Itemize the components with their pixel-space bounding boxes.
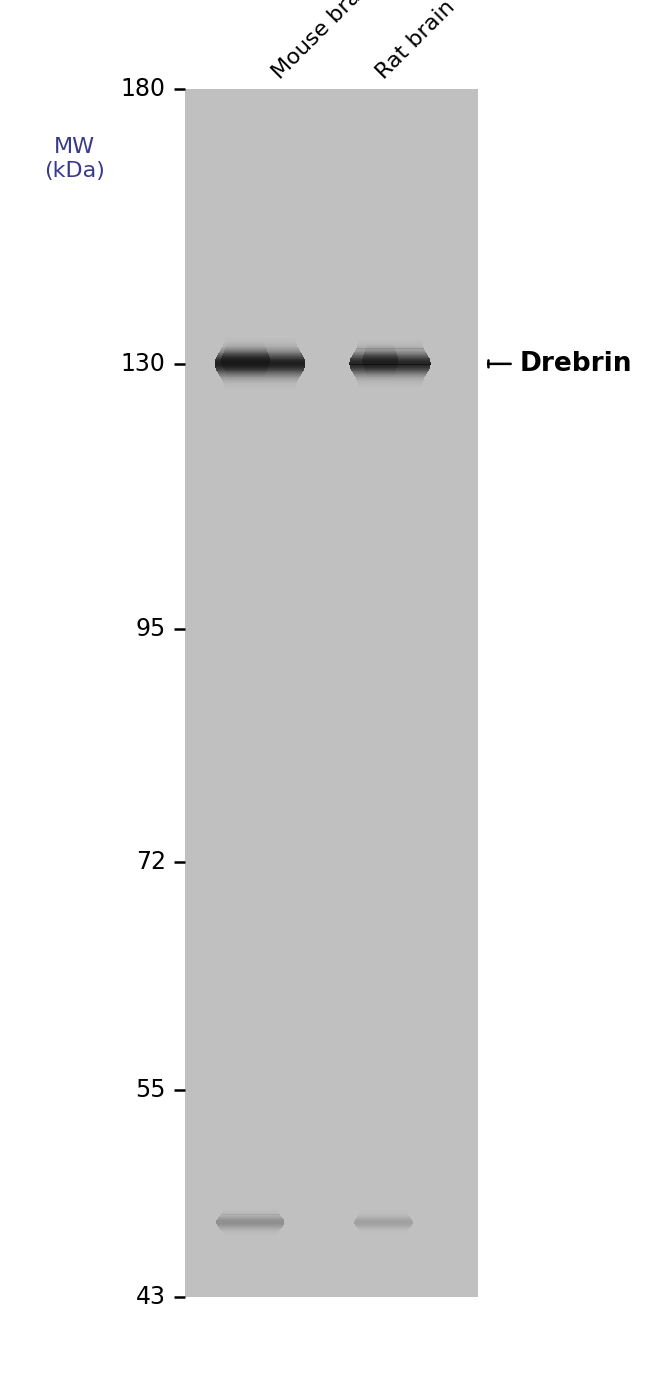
Text: 43: 43 bbox=[136, 1285, 166, 1310]
Text: 95: 95 bbox=[135, 616, 166, 641]
Bar bbox=[185, 89, 478, 1297]
Text: Rat brain: Rat brain bbox=[372, 0, 459, 82]
Text: Mouse brain: Mouse brain bbox=[268, 0, 380, 82]
Text: 55: 55 bbox=[135, 1078, 166, 1101]
Text: 72: 72 bbox=[136, 850, 166, 875]
Text: Drebrin: Drebrin bbox=[520, 351, 632, 376]
Text: 130: 130 bbox=[121, 351, 166, 376]
Text: 180: 180 bbox=[121, 77, 166, 102]
Text: MW
(kDa): MW (kDa) bbox=[44, 137, 105, 180]
